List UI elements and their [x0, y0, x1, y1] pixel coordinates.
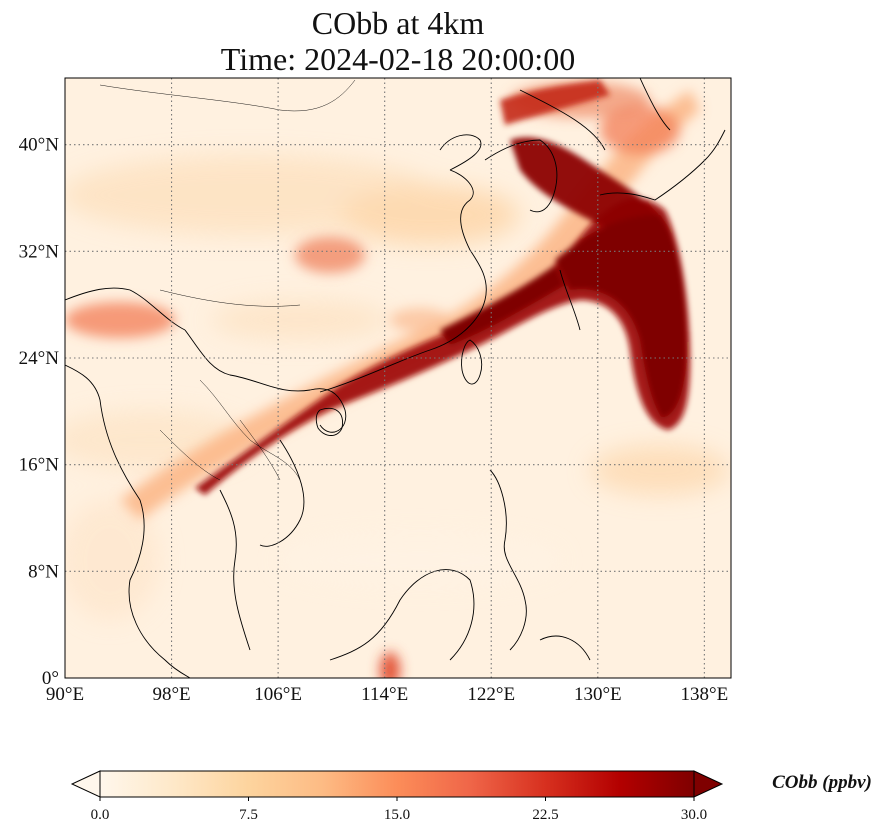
colorbar-label: CObb (ppbv)	[772, 772, 872, 793]
colorbar: 0.0 7.5 15.0 22.5 30.0 CObb (ppbv)	[70, 770, 872, 823]
lat-tick-label: 40°N	[19, 135, 60, 156]
colorbar-tick-label: 15.0	[384, 807, 410, 823]
lon-tick-label: 130°E	[574, 684, 622, 705]
colorbar-tick-label: 22.5	[532, 807, 558, 823]
lat-tick-label: 16°N	[19, 455, 60, 476]
map-subtitle-time: Time: 2024-02-18 20:00:00	[220, 41, 576, 77]
longitude-ticks: 90°E 98°E 106°E 114°E 122°E 130°E 138°E	[46, 684, 728, 705]
lat-tick-label: 8°N	[28, 561, 59, 582]
lon-tick-label: 138°E	[681, 684, 729, 705]
colorbar-min-extend	[70, 770, 101, 798]
colorbar-ticks: 0.0 7.5 15.0 22.5 30.0	[91, 797, 707, 823]
lat-tick-label: 24°N	[19, 348, 60, 369]
map-frame	[64, 77, 732, 679]
colorbar-gradient	[99, 770, 695, 798]
map-area	[65, 78, 731, 678]
lon-tick-label: 114°E	[361, 684, 408, 705]
lon-tick-label: 106°E	[254, 684, 302, 705]
lon-tick-label: 90°E	[46, 684, 84, 705]
gridlines	[65, 78, 731, 678]
lon-tick-label: 98°E	[152, 684, 190, 705]
lat-tick-label: 0°	[42, 668, 59, 689]
colorbar-tick-label: 7.5	[239, 807, 258, 823]
colorbar-max-extend	[693, 770, 724, 798]
colorbar-tick-label: 0.0	[91, 807, 110, 823]
map-title: CObb at 4km	[311, 5, 485, 41]
country-borders	[99, 79, 356, 481]
coastlines	[65, 78, 726, 678]
colorbar-tick-label: 30.0	[681, 807, 707, 823]
lon-tick-label: 122°E	[467, 684, 515, 705]
latitude-ticks: 0° 8°N 16°N 24°N 32°N 40°N	[19, 135, 60, 689]
lat-tick-label: 32°N	[19, 241, 60, 262]
